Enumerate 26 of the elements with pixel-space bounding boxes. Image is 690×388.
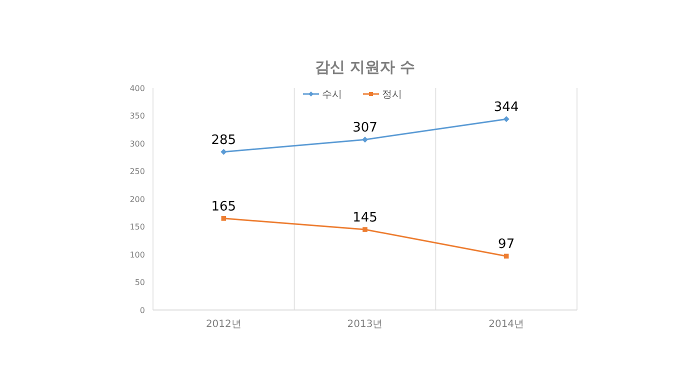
- data-label: 145: [352, 210, 378, 226]
- legend-label: 수시: [322, 90, 342, 100]
- point: [220, 148, 227, 155]
- x-tick-label: 2014년: [488, 319, 524, 330]
- data-label: 97: [498, 237, 515, 252]
- y-tick-label: 200: [130, 194, 145, 204]
- x-tick-label: 2013년: [347, 319, 383, 330]
- data-label: 344: [494, 100, 519, 116]
- y-tick-label: 100: [130, 250, 145, 260]
- y-tick-label: 400: [130, 84, 145, 93]
- point: [503, 116, 510, 122]
- point: [362, 136, 368, 143]
- y-tick-label: 350: [130, 112, 145, 121]
- data-label: 285: [211, 132, 236, 148]
- legend-label: 정시: [382, 90, 402, 100]
- data-label: 165: [211, 199, 236, 214]
- y-tick-label: 150: [130, 222, 145, 232]
- y-tick-label: 300: [130, 139, 145, 148]
- y-tick-label: 50: [134, 278, 145, 288]
- point: [221, 216, 226, 221]
- y-tick-label: 250: [130, 167, 145, 176]
- y-tick-label: 0: [140, 306, 145, 315]
- data-label: 307: [352, 120, 378, 136]
- x-tick-label: 2012년: [206, 319, 242, 330]
- point: [362, 227, 368, 232]
- chart-title: 감신 지원자 수: [314, 58, 416, 76]
